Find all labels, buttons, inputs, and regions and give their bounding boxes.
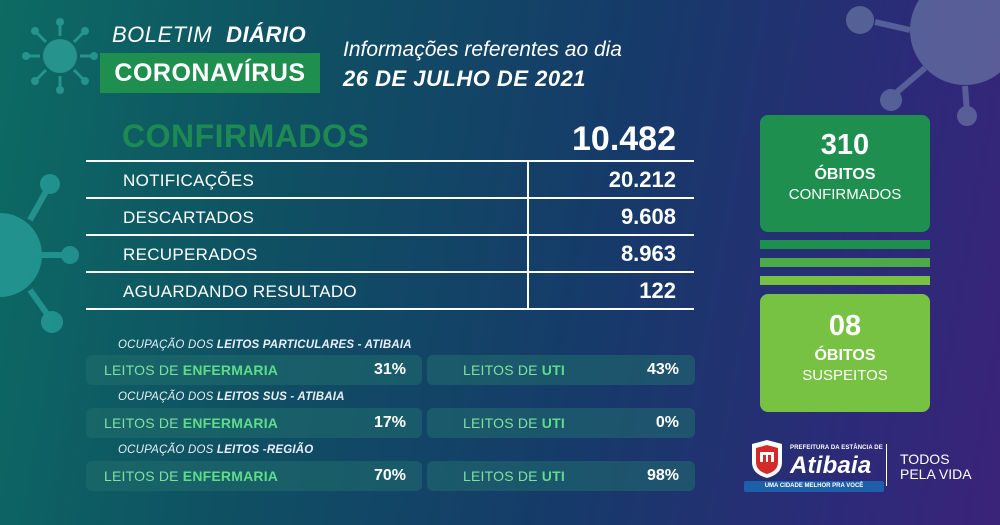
enfermaria-label: LEITOS DE ENFERMARIA xyxy=(104,362,279,378)
recuperados-label: RECUPERADOS xyxy=(123,245,258,264)
confirmados-value: 10.482 xyxy=(572,120,676,158)
aguardando-value: 122 xyxy=(639,278,676,303)
descartados-value: 9.608 xyxy=(620,204,676,229)
todos-pela-vida: TODOS PELA VIDA xyxy=(900,451,972,482)
beds-sus-title: OCUPAÇÃO DOS LEITOS SUS - ATIBAIA xyxy=(118,391,345,403)
enfermaria-pct: 17% xyxy=(373,414,406,431)
descartados-label: DESCARTADOS xyxy=(123,208,255,227)
obitos-confirmados-num: 310 xyxy=(820,129,870,161)
atibaia-name: Atibaia xyxy=(790,452,872,479)
divider-bottom xyxy=(86,308,694,310)
stripe-1 xyxy=(760,240,930,249)
stripe-2 xyxy=(760,258,930,267)
divider-1 xyxy=(86,197,694,199)
obitos-suspeitos-num: 08 xyxy=(828,310,862,342)
aguardando-label: AGUARDANDO RESULTADO xyxy=(123,282,357,301)
enfermaria-label: LEITOS DE ENFERMARIA xyxy=(104,468,279,484)
divider-vertical xyxy=(527,160,529,310)
divider-2 xyxy=(86,234,694,236)
obitos-suspeitos-title: ÓBITOS xyxy=(814,347,876,364)
obitos-confirmados-box: 310 ÓBITOS CONFIRMADOS xyxy=(760,115,930,232)
city-crest-icon xyxy=(752,440,782,478)
divider-top xyxy=(86,160,694,162)
recuperados-value: 8.963 xyxy=(620,241,676,266)
beds-particulares-uti: LEITOS DE UTI 43% xyxy=(427,355,695,385)
beds-particulares-enfermaria: LEITOS DE ENFERMARIA 31% xyxy=(86,355,422,385)
uti-label: LEITOS DE UTI xyxy=(463,468,565,484)
beds-regiao-title: OCUPAÇÃO DOS LEITOS -REGIÃO xyxy=(118,444,314,456)
beds-regiao-uti: LEITOS DE UTI 98% xyxy=(427,461,695,491)
enfermaria-pct: 70% xyxy=(373,467,406,484)
beds-sus-uti: LEITOS DE UTI 0% xyxy=(427,408,695,438)
enfermaria-label: LEITOS DE ENFERMARIA xyxy=(104,415,279,431)
divider-3 xyxy=(86,271,694,273)
uti-pct: 98% xyxy=(646,467,679,484)
stripe-3 xyxy=(760,276,930,285)
uti-pct: 43% xyxy=(646,361,679,378)
virus-icon-header xyxy=(22,18,98,94)
beds-sus-enfermaria: LEITOS DE ENFERMARIA 17% xyxy=(86,408,422,438)
confirmados-label: CONFIRMADOS xyxy=(122,118,370,154)
obitos-suspeitos-sub: SUSPEITOS xyxy=(802,367,888,384)
uti-label: LEITOS DE UTI xyxy=(463,362,565,378)
logo-separator xyxy=(886,444,887,486)
atibaia-logo: PREFEITURA DA ESTÂNCIA DE Atibaia UMA CI… xyxy=(744,434,984,494)
coronavirus-banner: CORONAVÍRUS xyxy=(100,53,320,93)
uti-pct: 0% xyxy=(655,414,679,431)
obitos-confirmados-title: ÓBITOS xyxy=(814,166,876,183)
notificacoes-label: NOTIFICAÇÕES xyxy=(123,171,255,190)
beds-regiao-enfermaria: LEITOS DE ENFERMARIA 70% xyxy=(86,461,422,491)
virus-icon-top-right xyxy=(846,0,1000,126)
uti-label: LEITOS DE UTI xyxy=(463,415,565,431)
prefeitura-text: PREFEITURA DA ESTÂNCIA DE xyxy=(790,445,883,451)
virus-icon-left xyxy=(0,174,79,333)
beds-particulares-title: OCUPAÇÃO DOS LEITOS PARTICULARES - ATIBA… xyxy=(118,339,412,351)
info-text: Informações referentes ao dia xyxy=(343,38,622,61)
notificacoes-value: 20.212 xyxy=(608,167,676,192)
obitos-confirmados-sub: CONFIRMADOS xyxy=(788,186,902,203)
enfermaria-pct: 31% xyxy=(373,361,406,378)
boletim-title: BOLETIM DIÁRIO xyxy=(112,22,307,47)
obitos-suspeitos-box: 08 ÓBITOS SUSPEITOS xyxy=(760,294,930,412)
report-date: 26 DE JULHO DE 2021 xyxy=(343,66,587,91)
atibaia-slogan: UMA CIDADE MELHOR PRA VOCÊ xyxy=(744,481,884,492)
